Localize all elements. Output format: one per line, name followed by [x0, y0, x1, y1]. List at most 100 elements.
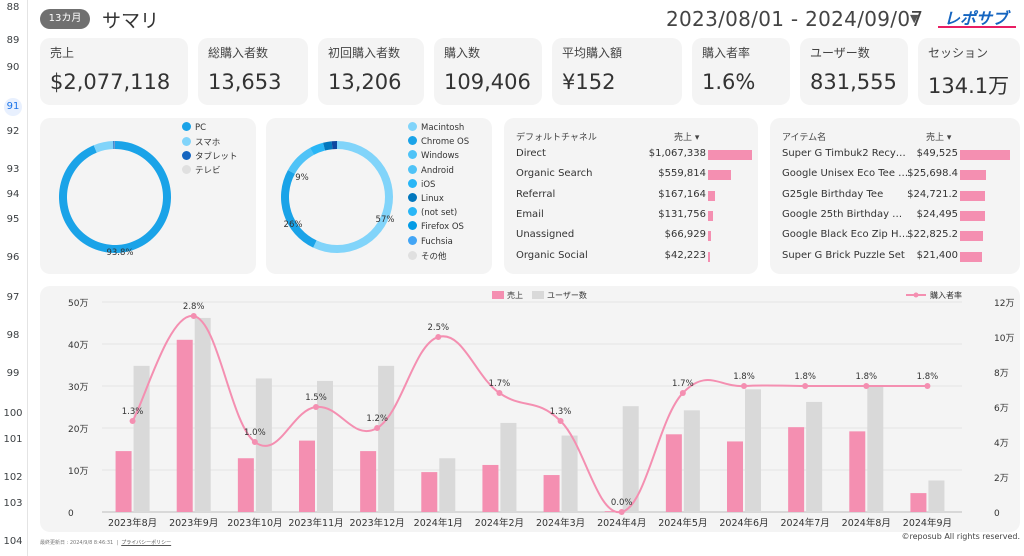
- rate-point[interactable]: [741, 383, 747, 389]
- pie-slice[interactable]: [310, 142, 326, 155]
- legend-item[interactable]: スマホ: [182, 136, 220, 148]
- bar-users[interactable]: [867, 385, 884, 512]
- row-number[interactable]: 97: [6, 292, 20, 303]
- legend-item[interactable]: Fuchsia: [408, 235, 453, 247]
- row-number[interactable]: 91: [4, 98, 22, 116]
- date-range-picker[interactable]: 2023/08/01 - 2024/09/07: [666, 7, 924, 31]
- bar-users[interactable]: [806, 401, 823, 512]
- pie-slice[interactable]: [59, 141, 172, 253]
- bar-sales[interactable]: [910, 493, 927, 512]
- bar-users[interactable]: [194, 317, 211, 512]
- row-number[interactable]: 89: [6, 35, 20, 46]
- pie-slice[interactable]: [331, 141, 337, 150]
- bar-sales[interactable]: [299, 440, 315, 512]
- rate-point[interactable]: [679, 390, 686, 396]
- bar-users[interactable]: [928, 480, 945, 513]
- chevron-down-icon[interactable]: ▼: [910, 12, 919, 25]
- bar-sales[interactable]: [543, 475, 560, 512]
- bar-sales[interactable]: [604, 511, 621, 512]
- row-number[interactable]: 94: [6, 189, 20, 200]
- rate-point[interactable]: [435, 334, 442, 340]
- table-row[interactable]: Super G Brick Puzzle Set $21,400: [782, 250, 1014, 266]
- row-number[interactable]: 88: [6, 2, 20, 13]
- legend-item[interactable]: その他: [408, 250, 447, 262]
- legend-item[interactable]: テレビ: [182, 164, 221, 176]
- table-header[interactable]: デフォルトチャネル: [516, 133, 597, 143]
- row-number[interactable]: 95: [6, 214, 20, 225]
- row-number[interactable]: 90: [6, 62, 20, 73]
- legend-item[interactable]: Android: [408, 164, 454, 176]
- rate-point[interactable]: [618, 509, 625, 515]
- rate-point[interactable]: [129, 418, 136, 424]
- row-number[interactable]: 103: [3, 498, 23, 509]
- bar-sales[interactable]: [665, 434, 682, 512]
- row-number[interactable]: 102: [3, 472, 23, 483]
- row-number[interactable]: 104: [3, 536, 23, 547]
- row-number[interactable]: 93: [6, 164, 20, 175]
- bar-users[interactable]: [317, 380, 333, 512]
- table-row[interactable]: Referral $167,164: [516, 189, 748, 205]
- bar-sales[interactable]: [176, 339, 193, 512]
- rate-point[interactable]: [924, 383, 931, 389]
- bar-sales[interactable]: [421, 472, 438, 512]
- rate-point[interactable]: [313, 404, 319, 410]
- bar-users[interactable]: [683, 410, 700, 512]
- table-header[interactable]: アイテム名: [782, 133, 827, 143]
- table-row[interactable]: Direct $1,067,338: [516, 148, 752, 164]
- legend-item[interactable]: Windows: [408, 150, 459, 161]
- table-row[interactable]: Super G Timbuk2 Recy… $49,525: [782, 148, 1014, 164]
- rate-point[interactable]: [496, 390, 503, 396]
- pie-slice[interactable]: [113, 141, 115, 150]
- table-sort-header[interactable]: 売上 ▾: [926, 133, 952, 143]
- rate-point[interactable]: [251, 439, 258, 445]
- bar-sales[interactable]: [115, 451, 132, 512]
- table-row[interactable]: Email $131,756: [516, 209, 748, 225]
- rate-point[interactable]: [802, 383, 809, 389]
- legend-item[interactable]: Linux: [408, 193, 444, 204]
- rate-point[interactable]: [557, 418, 564, 424]
- row-number[interactable]: 100: [3, 408, 23, 419]
- rate-point[interactable]: [863, 383, 870, 389]
- pie-slice[interactable]: [313, 141, 393, 253]
- legend-item[interactable]: PC: [182, 122, 206, 133]
- row-number[interactable]: 96: [6, 252, 20, 263]
- legend-item[interactable]: (not set): [408, 207, 457, 218]
- bar-sales[interactable]: [360, 451, 377, 512]
- pie-slice[interactable]: [93, 141, 114, 153]
- bar-sales[interactable]: [237, 458, 254, 512]
- legend-item[interactable]: タブレット: [182, 150, 238, 162]
- legend-item[interactable]: iOS: [408, 178, 435, 190]
- bar-sales[interactable]: [727, 441, 743, 512]
- table-row[interactable]: Unassigned $66,929: [516, 229, 748, 245]
- legend-item[interactable]: Chrome OS: [408, 136, 469, 147]
- legend-item[interactable]: Macintosh: [408, 122, 464, 133]
- row-number[interactable]: 101: [3, 434, 23, 445]
- bar-users[interactable]: [378, 365, 395, 512]
- table-row[interactable]: Organic Social $42,223: [516, 250, 748, 266]
- bar-users[interactable]: [439, 458, 456, 512]
- bar-sales[interactable]: [849, 431, 866, 512]
- legend-item[interactable]: Firefox OS: [408, 221, 464, 232]
- table-row[interactable]: G25gle Birthday Tee $24,721.2: [782, 189, 1014, 205]
- pie-slice[interactable]: [281, 170, 317, 248]
- privacy-policy-link[interactable]: プライバシーポリシー: [121, 540, 172, 546]
- bar-users[interactable]: [622, 406, 639, 512]
- table-row[interactable]: Google Black Eco Zip H… $22,825.2: [782, 229, 1014, 245]
- rate-point[interactable]: [374, 425, 381, 431]
- pie-slice[interactable]: [287, 147, 314, 174]
- table-sort-header[interactable]: 売上 ▾: [674, 133, 700, 143]
- row-number[interactable]: 99: [6, 368, 20, 379]
- period-badge[interactable]: 13カ月: [40, 9, 90, 29]
- table-row[interactable]: Google Unisex Eco Tee … $25,698.4: [782, 168, 1014, 184]
- row-number[interactable]: 92: [6, 126, 20, 137]
- bar-sales[interactable]: [788, 427, 805, 512]
- bar-sales[interactable]: [482, 464, 499, 512]
- bar-users[interactable]: [561, 435, 578, 512]
- bar-users[interactable]: [745, 389, 761, 512]
- bar-users[interactable]: [500, 422, 517, 512]
- pie-slice[interactable]: [323, 141, 333, 151]
- bar-users[interactable]: [133, 365, 150, 512]
- rate-point[interactable]: [190, 313, 197, 319]
- table-row[interactable]: Organic Search $559,814: [516, 168, 748, 184]
- table-row[interactable]: Google 25th Birthday … $24,495: [782, 209, 1014, 225]
